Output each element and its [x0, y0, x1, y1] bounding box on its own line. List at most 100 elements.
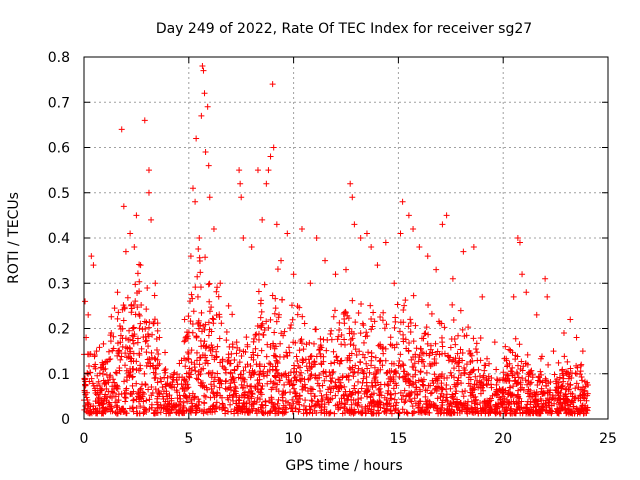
data-point [138, 395, 145, 402]
data-point [185, 373, 192, 380]
data-point [459, 388, 466, 395]
data-point [260, 331, 267, 338]
data-point [484, 355, 491, 362]
data-point [360, 375, 367, 382]
data-point [198, 343, 205, 350]
data-point [157, 401, 164, 408]
data-point [244, 343, 251, 350]
data-point [239, 375, 246, 382]
data-point [193, 135, 200, 142]
data-point [105, 348, 112, 355]
data-point [467, 392, 474, 399]
data-point [451, 374, 458, 381]
data-point [568, 398, 575, 405]
data-point [300, 346, 307, 353]
data-point [482, 362, 489, 369]
data-point [313, 402, 320, 409]
data-point [503, 371, 510, 378]
data-point [88, 253, 95, 260]
data-point [272, 374, 279, 381]
data-point [451, 336, 458, 343]
data-point [109, 347, 116, 354]
data-point [249, 367, 256, 374]
data-point [133, 212, 140, 219]
data-point [194, 293, 201, 300]
data-point [182, 363, 189, 370]
data-point [297, 378, 304, 385]
data-point [130, 324, 137, 331]
data-point [401, 399, 408, 406]
data-point [383, 369, 390, 376]
data-point [82, 298, 89, 305]
data-point [228, 376, 235, 383]
data-point [273, 386, 280, 393]
data-point [97, 385, 104, 392]
data-point [288, 322, 295, 329]
data-point [443, 382, 450, 389]
data-point [415, 358, 422, 365]
data-point [262, 409, 269, 416]
data-point [403, 345, 410, 352]
data-point [371, 318, 378, 325]
data-point [522, 360, 529, 367]
data-point [368, 379, 375, 386]
data-point [318, 404, 325, 411]
data-point [195, 376, 202, 383]
data-point [128, 309, 135, 316]
data-point [380, 350, 387, 357]
data-point [437, 394, 444, 401]
data-point [399, 406, 406, 413]
data-point [143, 349, 150, 356]
data-point [213, 348, 220, 355]
data-point [152, 407, 159, 414]
data-point [133, 358, 140, 365]
data-point [193, 375, 200, 382]
data-point [127, 355, 134, 362]
data-point [110, 333, 117, 340]
data-point [197, 269, 204, 276]
data-point [113, 382, 120, 389]
data-point [92, 398, 99, 405]
data-point [319, 382, 326, 389]
data-point [148, 216, 155, 223]
data-point [331, 359, 338, 366]
data-point [555, 410, 562, 417]
data-point [267, 316, 274, 323]
data-point [246, 399, 253, 406]
data-point [504, 362, 511, 369]
data-point [422, 387, 429, 394]
data-point [256, 371, 263, 378]
data-point [534, 382, 541, 389]
data-point [240, 348, 247, 355]
data-point [89, 380, 96, 387]
data-point [156, 391, 163, 398]
data-point [363, 360, 370, 367]
data-point [439, 385, 446, 392]
data-point [396, 410, 403, 417]
data-point [344, 312, 351, 319]
data-point [345, 372, 352, 379]
data-point [497, 396, 504, 403]
data-point [262, 398, 269, 405]
data-point [305, 376, 312, 383]
data-point [310, 340, 317, 347]
data-point [352, 346, 359, 353]
data-point [307, 385, 314, 392]
data-point [127, 345, 134, 352]
data-point [213, 405, 220, 412]
data-point [150, 369, 157, 376]
data-point [526, 409, 533, 416]
data-point [343, 266, 349, 273]
data-point [158, 404, 165, 411]
data-point [444, 406, 451, 413]
data-point [130, 397, 137, 404]
data-point [295, 363, 302, 370]
data-point [374, 407, 381, 414]
data-point [519, 384, 526, 391]
data-point [152, 386, 159, 393]
data-point [114, 315, 121, 322]
data-point [480, 407, 487, 414]
data-point [250, 356, 257, 363]
data-point [238, 371, 245, 378]
data-point [322, 257, 329, 264]
